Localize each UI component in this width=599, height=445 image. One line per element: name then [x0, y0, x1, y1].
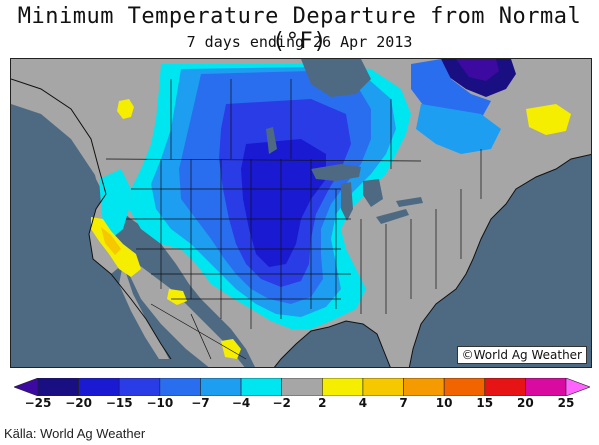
lake-superior — [311, 164, 361, 181]
region-yellow-arizona — [167, 289, 187, 305]
coastline-outline — [11, 78, 591, 367]
legend-swatch — [362, 378, 404, 396]
lake-winnipeg — [266, 127, 277, 154]
legend-swatch — [322, 378, 364, 396]
legend-tick-label: 2 — [318, 396, 327, 410]
lake-erie — [376, 209, 409, 224]
source-caption: Källa: World Ag Weather — [4, 426, 146, 441]
legend-swatch-arrow-low — [14, 378, 39, 396]
land-baja — [119, 264, 169, 359]
legend-swatch — [403, 378, 445, 396]
political-borders — [105, 79, 482, 360]
legend-swatch — [37, 378, 79, 396]
legend-swatch — [281, 378, 323, 396]
legend-tick-label: −15 — [105, 396, 133, 410]
legend-swatch — [118, 378, 161, 396]
legend-tick-label: −20 — [65, 396, 92, 410]
legend-tick-label: 10 — [435, 396, 453, 410]
legend-tick-label: 15 — [476, 396, 494, 410]
legend-tick-label: 4 — [358, 396, 368, 410]
region-yellow-bc — [117, 99, 134, 119]
region-orange-california — [101, 227, 121, 255]
legend-swatch — [443, 378, 486, 396]
legend-tick-label: −25 — [24, 396, 52, 410]
legend-swatch — [240, 378, 282, 396]
region-cyan-westcoast — [99, 169, 131, 239]
lake-huron — [363, 179, 383, 207]
legend-tick-label: 25 — [557, 396, 575, 410]
land-mexico — [129, 259, 245, 367]
legend-swatch — [159, 378, 201, 396]
legend-tick-label: −10 — [146, 396, 174, 410]
map-subtitle: 7 days ending 26 Apr 2013 — [186, 33, 413, 51]
legend-tick-label: −4 — [231, 396, 251, 410]
legend-labels: −25 −20 −15 −10 −7 −4 −2 2 4 7 10 15 20 25 — [0, 396, 599, 412]
map-title: Minimum Temperature Departure from Norma… — [17, 4, 582, 54]
land-labrador — [411, 59, 591, 153]
region-yellow-newfoundland — [526, 104, 571, 135]
region-purple-northeast — [456, 59, 499, 81]
region-lightblue-quebec — [416, 104, 501, 154]
lake-michigan — [341, 182, 353, 221]
legend-tick-label: −7 — [191, 396, 210, 410]
legend-swatch-arrow-high — [565, 378, 590, 396]
legend-swatch — [484, 378, 526, 396]
hudson-bay — [301, 59, 371, 97]
legend-swatch — [200, 378, 242, 396]
color-legend-bar — [14, 378, 590, 396]
lake-ontario — [396, 197, 423, 207]
copyright-label: ©World Ag Weather — [456, 346, 587, 364]
legend-swatch — [525, 378, 567, 396]
map-canvas — [11, 59, 591, 367]
region-dark-blue — [241, 139, 326, 267]
region-yellow-mexico — [221, 339, 241, 359]
temperature-departure-map: ©World Ag Weather — [10, 58, 592, 368]
legend-swatch — [78, 378, 120, 396]
legend-tick-label: −2 — [272, 396, 291, 410]
region-blue-northeast — [411, 59, 491, 121]
legend-tick-label: 20 — [517, 396, 534, 410]
legend-tick-label: 7 — [399, 396, 408, 410]
